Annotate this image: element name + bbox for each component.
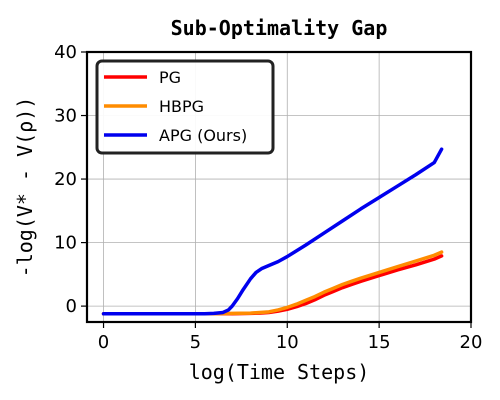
legend-box	[95, 59, 275, 155]
legend-label: HBPG	[159, 97, 204, 116]
x-tick-label: 20	[460, 332, 483, 353]
legend-label: PG	[159, 68, 181, 87]
x-tick-label: 15	[368, 332, 391, 353]
x-axis-label: log(Time Steps)	[189, 360, 370, 384]
plot-frame	[85, 50, 473, 324]
legend: PG HBPG APG (Ours)	[95, 59, 275, 155]
plot-lines	[101, 147, 444, 316]
series-line-apg-ours	[101, 147, 444, 316]
axis-ticks: 0 5 10 15 20 0 10 20 30 40	[54, 42, 482, 353]
y-tick-label: 10	[54, 233, 77, 254]
y-tick-label: 0	[66, 296, 77, 317]
x-tick-label: 0	[98, 332, 109, 353]
legend-label: APG (Ours)	[159, 126, 247, 145]
y-tick-label: 40	[54, 42, 77, 63]
chart-title: Sub-Optimality Gap	[171, 16, 388, 40]
y-tick-label: 20	[54, 169, 77, 190]
x-tick-label: 5	[190, 332, 201, 353]
series-line-hbpg	[101, 250, 444, 316]
x-tick-label: 10	[276, 332, 299, 353]
y-axis-label: -log(V* - V(ρ))	[13, 97, 37, 278]
y-tick-label: 30	[54, 106, 77, 127]
